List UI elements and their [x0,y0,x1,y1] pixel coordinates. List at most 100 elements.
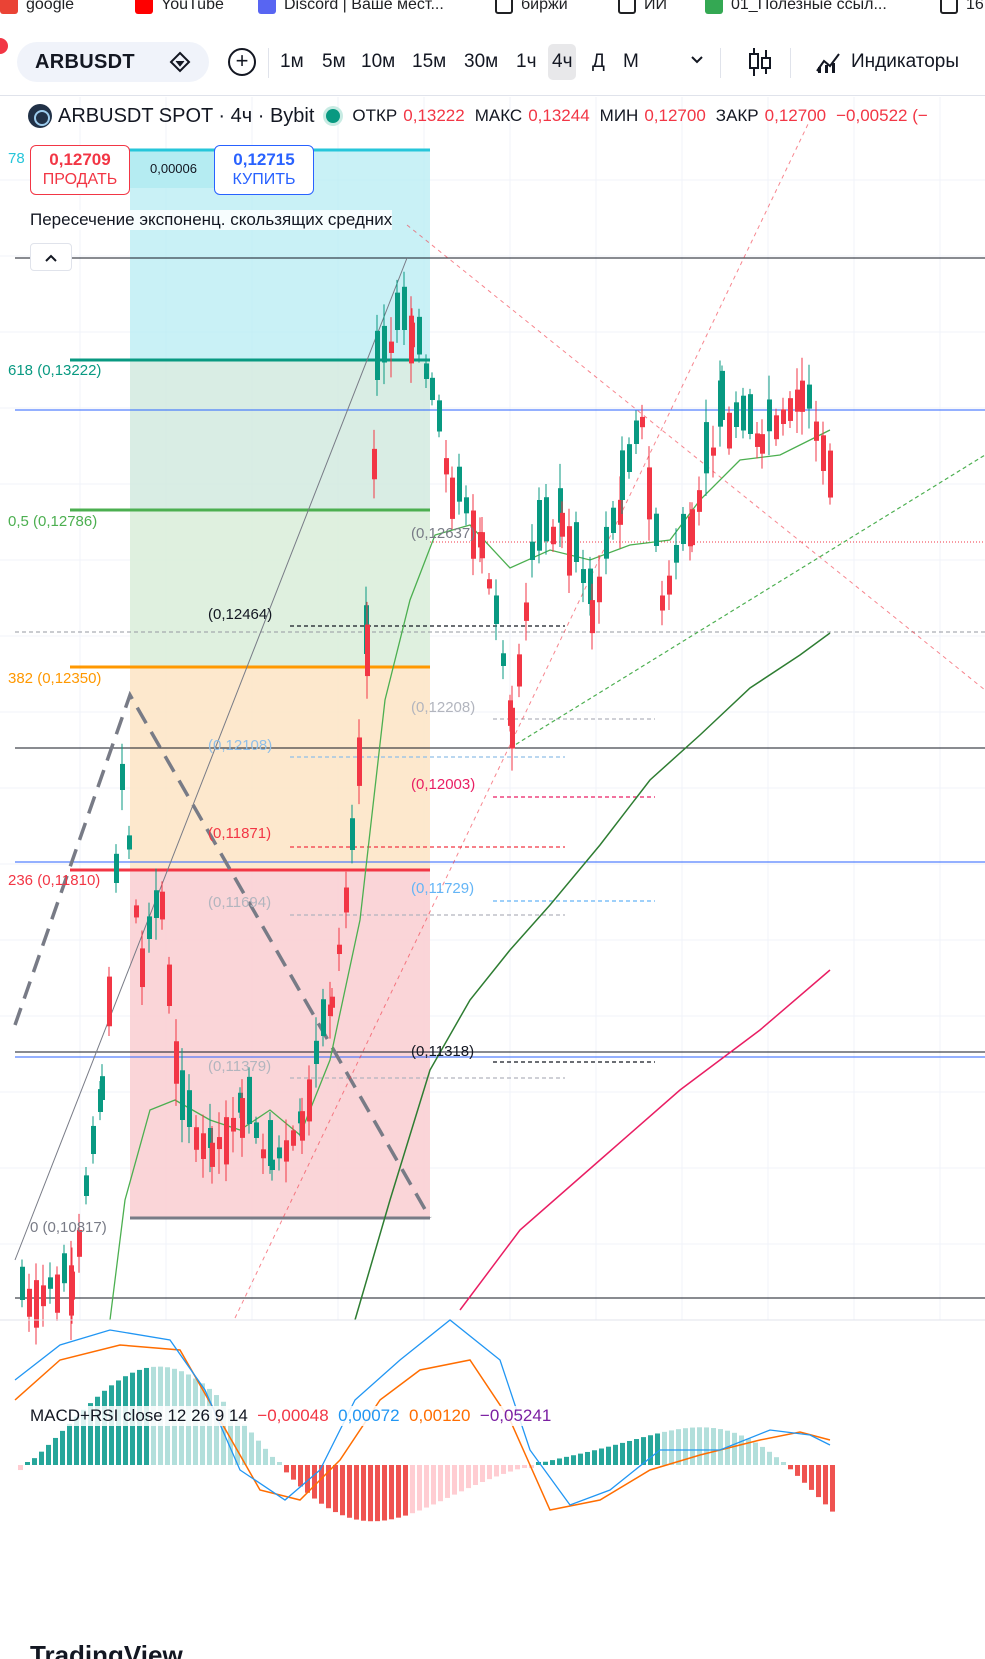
collapse-legend-button[interactable] [30,243,72,271]
bookmark-item[interactable]: 01_Полезные ссыл... [705,0,887,16]
candle-body [300,1111,305,1141]
timeframe-1[interactable]: 5м [322,51,346,72]
bookmark-item[interactable]: 16 [940,0,984,16]
bookmarks-bar: google YouTube Discord | Ваше мест... биржи… [0,0,985,18]
legend-title: ARBUSDT SPOT · 4ч · Bybit [58,104,315,127]
trend-line [13,690,432,1219]
timeframe-0[interactable]: 1м [280,51,304,72]
bookmark-item[interactable]: биржи [495,0,568,16]
timeframe-6[interactable]: 4ч [548,44,577,80]
signal-line [14,1344,831,1511]
histogram-bar [697,1427,702,1465]
indicators-button[interactable]: Индикаторы [815,42,959,82]
candle-body [618,499,623,525]
candle-body [55,1274,60,1313]
histogram-bar [284,1465,289,1473]
symbol-legend: ARBUSDT SPOT · 4ч · Bybit ОТКР 0,13222 МА… [28,104,932,128]
candle-body [208,1127,213,1148]
histogram-bar [410,1465,415,1514]
indicator-label[interactable]: Пересечение экспоненц. скользящих средни… [30,210,393,230]
timeframe-7[interactable]: Д [592,51,605,72]
candle-body [544,497,549,542]
folder-icon [495,0,513,14]
histogram-bar [620,1442,625,1465]
histogram-bar [564,1456,569,1465]
diamond-icon[interactable] [169,51,191,73]
bookmark-item[interactable]: ИИ [618,0,667,16]
histogram-bar [648,1435,653,1465]
histogram-bar [606,1446,611,1465]
candle-body [375,330,380,380]
bookmark-item[interactable]: Discord | Ваше мест... [258,0,444,16]
buy-button[interactable]: 0,12715 КУПИТЬ [214,145,314,195]
candle-body [660,595,665,611]
candle-body [681,513,686,544]
timeframe-2[interactable]: 10м [361,51,396,72]
fib-level-label: 0 (0,10817) [30,1219,107,1236]
histogram-bar [25,1462,30,1465]
histogram-bar [431,1465,436,1505]
candle-body [640,416,645,428]
tradingview-logo: TradingView [30,1640,183,1659]
sell-button[interactable]: 0,12709 ПРОДАТЬ [30,145,130,195]
candle-body [154,890,159,918]
candles-icon[interactable] [748,46,772,78]
candle-body [402,286,407,330]
histogram-bar [459,1465,464,1492]
candle-body [201,1133,206,1159]
market-status-icon [326,109,341,123]
histogram-bar [613,1444,618,1465]
candle-body [70,1271,75,1300]
histogram-bar [816,1465,821,1498]
timeframe-4[interactable]: 30м [464,51,499,72]
timeframe-8[interactable]: М [623,51,639,72]
histogram-bar [347,1465,352,1518]
candle-body [240,1098,245,1138]
change-value: −0,00522 (− [836,106,928,125]
histogram-bar [501,1465,506,1474]
histogram-bar [760,1446,765,1465]
macd-legend[interactable]: MACD+RSI close 12 26 9 14 −0,00048 0,000… [30,1406,552,1426]
histogram-bar [88,1403,93,1465]
candle-body [217,1137,222,1150]
chevron-down-icon[interactable] [690,52,704,68]
timeframe-5[interactable]: 1ч [516,51,537,72]
histogram-bar [676,1429,681,1465]
histogram-bar [375,1465,380,1522]
histogram-bar [291,1465,296,1480]
bookmark-item[interactable]: YouTube [135,0,224,16]
histogram-bar [718,1429,723,1465]
histogram-bar [599,1448,604,1465]
arbitrum-logo-icon [28,104,52,128]
candle-body [160,891,165,920]
candle-body [457,466,462,502]
candle-body [48,1277,53,1289]
symbol-search[interactable]: ARBUSDT [17,42,209,82]
histogram-bar [81,1409,86,1465]
bookmark-item[interactable]: google [0,0,74,16]
compare-add-button[interactable]: + [228,48,256,76]
price-level-label: (0,11729) [411,880,475,897]
histogram-bar [690,1427,695,1465]
histogram-bar [809,1465,814,1490]
histogram-bar [508,1465,513,1472]
histogram-bar [536,1462,541,1465]
fib-zone [130,870,430,1218]
candle-body [487,579,492,589]
candle-body [654,513,659,546]
histogram-bar [256,1440,261,1465]
candle-body [417,316,422,355]
chart-toolbar: ARBUSDT + 1м 5м 10м 15м 30м 1ч 4ч Д М Индикаторы [0,28,985,96]
fib-zone [130,667,430,870]
histogram-bar [235,1416,240,1465]
candle-body [788,398,793,421]
fib-zone [130,510,430,667]
candle-body [704,422,709,474]
candle-body [350,818,355,850]
candle-body [100,1076,105,1100]
candle-body [760,434,765,454]
histogram-bar [711,1428,716,1465]
timeframe-3[interactable]: 15м [412,51,447,72]
candle-body [395,292,400,330]
histogram-bar [312,1465,317,1499]
